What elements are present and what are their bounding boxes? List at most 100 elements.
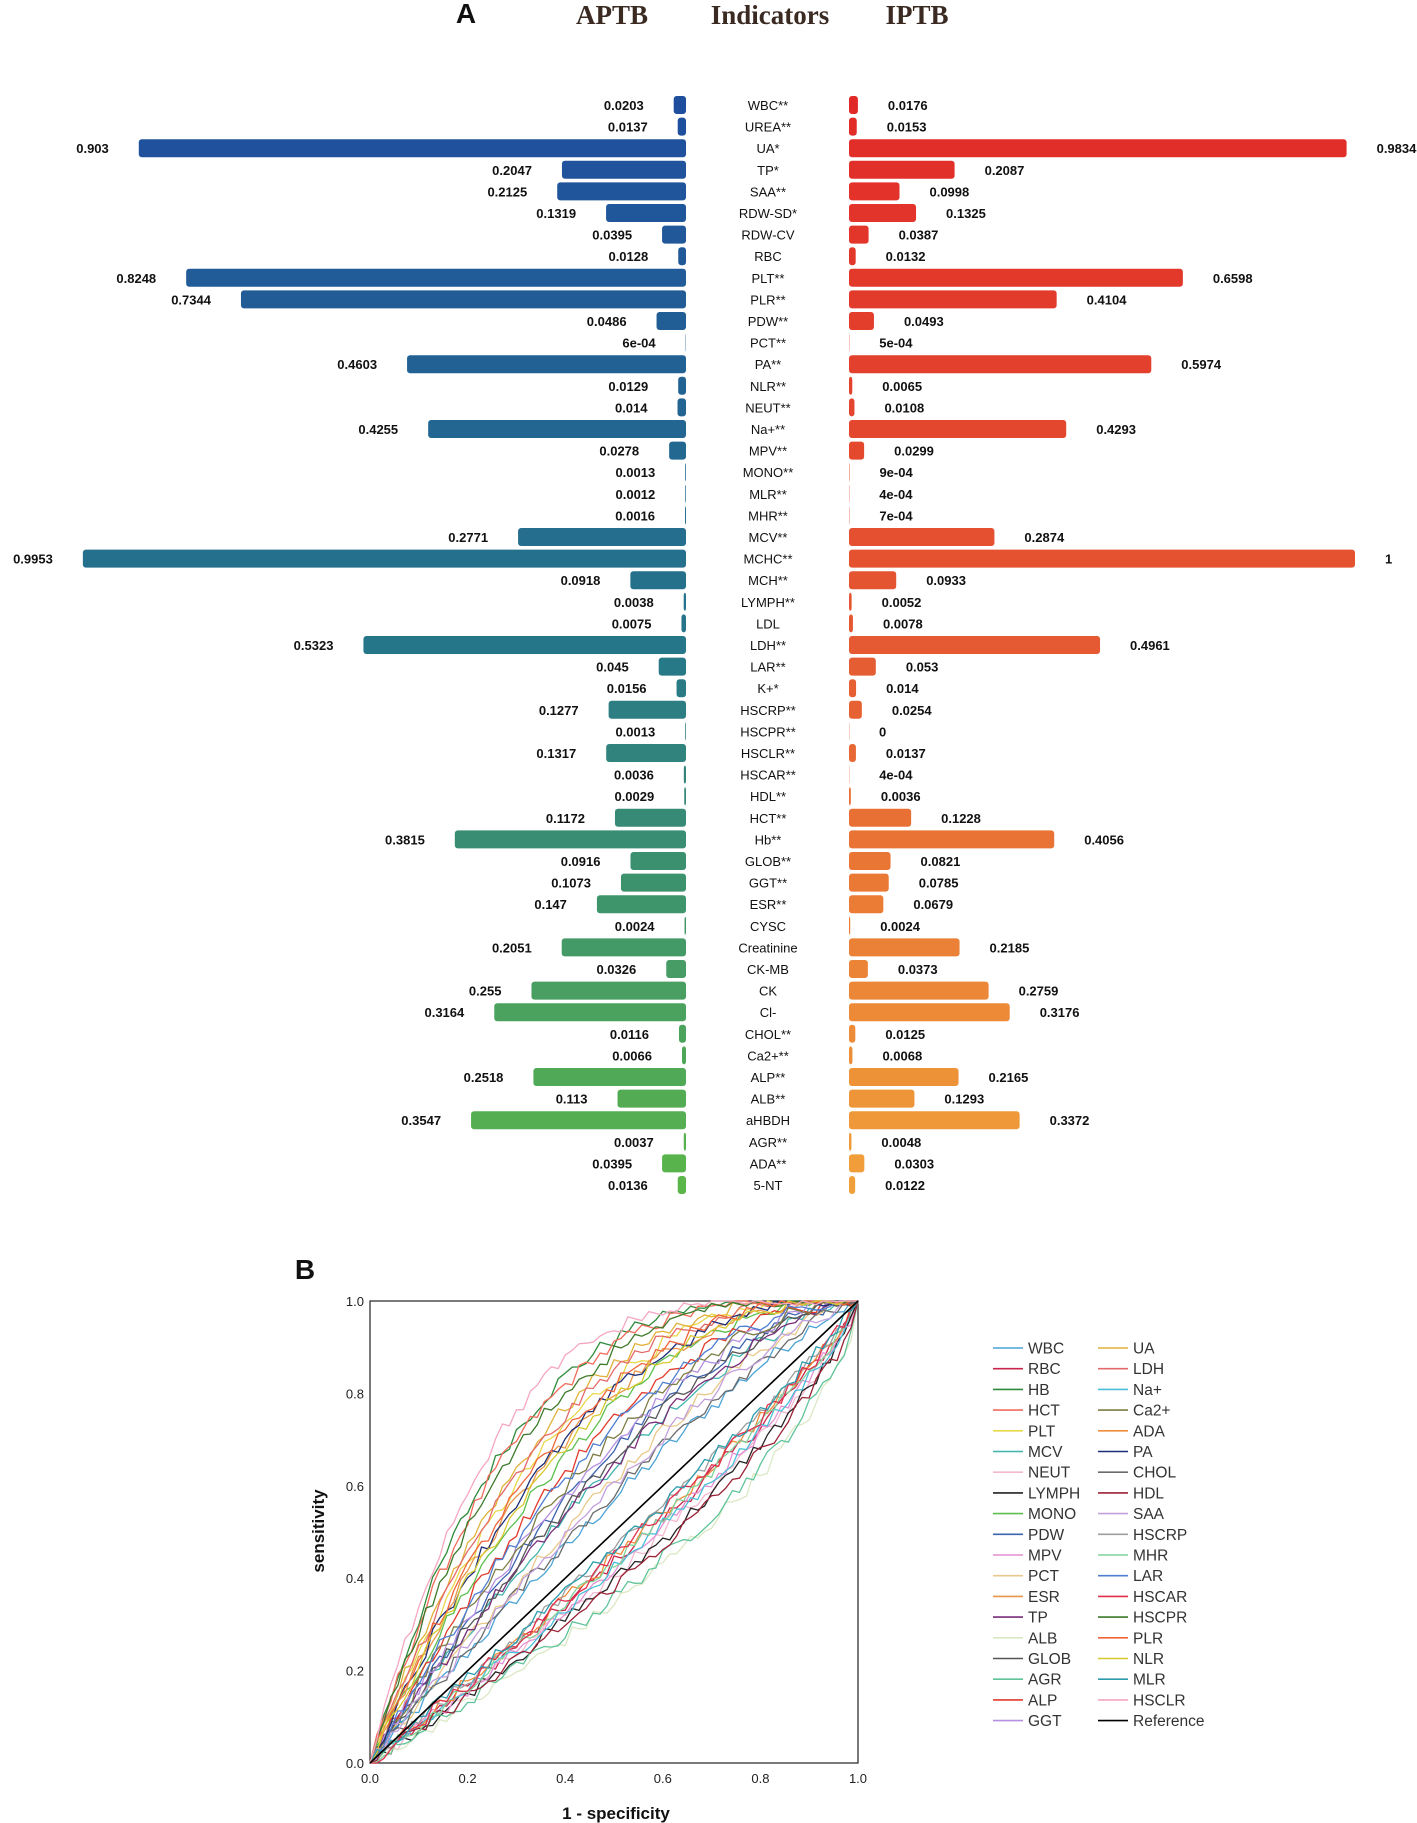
aptb-value-label: 0.0326 (596, 962, 636, 977)
iptb-bar (849, 398, 855, 417)
legend-label: ADA (1133, 1423, 1166, 1440)
aptb-bar (596, 895, 686, 914)
iptb-value-label: 0.0299 (894, 444, 934, 459)
aptb-bar (685, 484, 686, 503)
roc-curve-ca2 (369, 1300, 858, 1764)
iptb-value-label: 0.2087 (985, 163, 1025, 178)
roc-curve-hdl (369, 1300, 859, 1764)
aptb-value-label: 0.1073 (551, 876, 591, 891)
roc-curve-alb (369, 1300, 859, 1764)
aptb-title: APTB (576, 0, 648, 30)
iptb-value-label: 0.0048 (881, 1135, 921, 1150)
aptb-value-label: 0.0024 (615, 919, 656, 934)
iptb-value-label: 9e-04 (879, 465, 913, 480)
iptb-value-label: 0.3176 (1040, 1005, 1080, 1020)
indicator-label: PA** (755, 357, 782, 372)
legend-label: HSCAR (1133, 1589, 1187, 1606)
indicator-label: HSCLR** (741, 746, 795, 761)
indicator-label: ADA** (750, 1156, 787, 1171)
aptb-bar (658, 657, 686, 676)
iptb-bar (849, 636, 1101, 654)
aptb-bar (606, 744, 686, 762)
aptb-bar (684, 916, 686, 935)
roc-curve-hct (369, 1300, 858, 1764)
aptb-value-label: 0.1317 (536, 746, 576, 761)
aptb-value-label: 0.147 (534, 897, 567, 912)
aptb-value-label: 0.4255 (358, 422, 398, 437)
legend-label: GGT (1028, 1713, 1062, 1730)
iptb-value-label: 4e-04 (879, 768, 913, 783)
iptb-bar (849, 528, 995, 546)
roc-curve-pa (369, 1300, 859, 1764)
indicator-label: MCV** (748, 530, 787, 545)
iptb-bar (849, 852, 891, 870)
aptb-bar (685, 722, 686, 741)
indicator-label: Ca2+** (747, 1048, 789, 1063)
aptb-value-label: 0.0395 (592, 1156, 632, 1171)
indicator-label: ALB** (751, 1092, 786, 1107)
indicator-label: SAA** (750, 184, 786, 199)
indicator-label: Na+** (751, 422, 785, 437)
iptb-value-label: 0.5974 (1181, 357, 1222, 372)
aptb-bar (606, 204, 686, 222)
legend-label: GLOB (1028, 1651, 1071, 1668)
indicator-label: 5-NT (754, 1178, 783, 1193)
legend-label: MPV (1028, 1548, 1062, 1565)
roc-curve-na (369, 1300, 859, 1764)
aptb-value-label: 0.0066 (612, 1048, 652, 1063)
legend-label: PLT (1028, 1423, 1056, 1440)
indicator-label: HCT** (750, 811, 787, 826)
iptb-bar (849, 571, 897, 590)
indicator-label: CK-MB (747, 962, 789, 977)
x-tick-label: 1.0 (849, 1771, 867, 1786)
iptb-bar (849, 700, 862, 719)
aptb-bar (677, 1176, 686, 1194)
x-tick-label: 0.4 (556, 1771, 574, 1786)
iptb-value-label: 0.0024 (880, 919, 921, 934)
legend-label: LYMPH (1028, 1485, 1080, 1502)
aptb-value-label: 0.3164 (424, 1005, 465, 1020)
legend-label: MONO (1028, 1506, 1076, 1523)
iptb-bar (849, 1003, 1010, 1022)
aptb-bar (662, 1154, 686, 1173)
iptb-value-label: 0.0065 (882, 379, 922, 394)
iptb-bar (849, 96, 858, 114)
iptb-bar (849, 268, 1183, 287)
roc-curve-alp (369, 1300, 859, 1764)
iptb-bar (849, 204, 917, 222)
iptb-bar (849, 441, 865, 460)
indicator-label: PLR** (750, 292, 785, 307)
aptb-value-label: 0.255 (469, 984, 502, 999)
iptb-value-label: 0.0052 (882, 595, 922, 610)
iptb-value-label: 0.0125 (885, 1027, 925, 1042)
aptb-value-label: 0.1319 (536, 206, 576, 221)
aptb-value-label: 0.1277 (539, 703, 579, 718)
aptb-value-label: 0.0029 (614, 789, 654, 804)
aptb-bar (138, 139, 687, 158)
indicator-label: aHBDH (746, 1113, 790, 1128)
indicator-label: ESR** (750, 897, 787, 912)
indicator-label: CYSC (750, 919, 786, 934)
aptb-bar (683, 765, 686, 784)
indicator-label: LDL (756, 616, 780, 631)
iptb-value-label: 0.4293 (1096, 422, 1136, 437)
legend-label: ALP (1028, 1692, 1057, 1709)
indicator-label: WBC** (748, 98, 788, 113)
iptb-value-label: 0.4961 (1130, 638, 1170, 653)
iptb-bar (849, 376, 853, 395)
legend-label: Na+ (1133, 1382, 1162, 1399)
aptb-value-label: 0.5323 (294, 638, 334, 653)
indicator-label: AGR** (749, 1135, 787, 1150)
iptb-bar (849, 182, 900, 201)
iptb-bar (849, 808, 912, 827)
roc-chart: 0.0 0.2 0.4 0.6 0.8 1.0 0.0 0.2 0.4 0.6 0.8 1.0 (346, 1294, 867, 1786)
iptb-bar (849, 139, 1347, 158)
aptb-value-label: 0.0075 (612, 616, 652, 631)
aptb-bar (407, 355, 686, 374)
roc-curve-hscpr (369, 1300, 858, 1764)
iptb-bar (849, 830, 1055, 849)
indicators-title: Indicators (711, 0, 830, 30)
aptb-bar (557, 182, 686, 201)
aptb-value-label: 0.0037 (614, 1135, 654, 1150)
aptb-bar (630, 852, 686, 870)
